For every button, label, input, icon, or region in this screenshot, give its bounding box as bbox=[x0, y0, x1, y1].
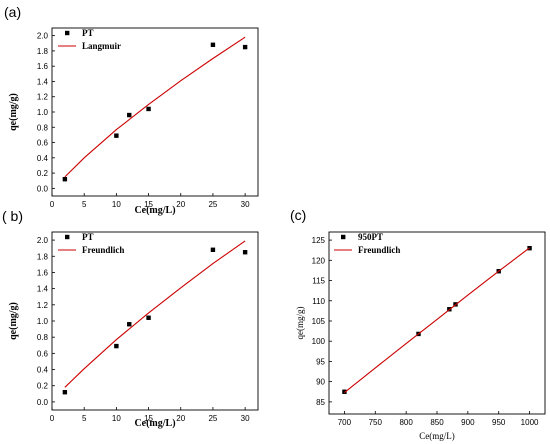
y-tick-label: 1.2 bbox=[37, 301, 49, 310]
x-tick-label: 950 bbox=[492, 418, 506, 427]
x-axis-title: Ce(mg/L) bbox=[134, 205, 175, 216]
x-tick-label: 700 bbox=[338, 418, 352, 427]
data-point bbox=[127, 322, 132, 327]
chart-2: 700 750 800 850 900 950 1000 85 90 95 100 105 110 115… bbox=[295, 231, 546, 441]
y-tick-label: 95 bbox=[316, 357, 325, 366]
y-tick-label: 1.8 bbox=[37, 252, 49, 261]
y-tick-label: 115 bbox=[312, 277, 325, 286]
y-tick-label: 85 bbox=[316, 398, 325, 407]
y-tick-label: 1.6 bbox=[37, 62, 49, 71]
x-tick-label: 5 bbox=[82, 414, 87, 423]
data-point bbox=[127, 112, 132, 118]
y-tick-label: 0.8 bbox=[37, 123, 49, 132]
x-tick-label: 15 bbox=[144, 414, 153, 423]
fit-line-freundlich bbox=[64, 240, 246, 388]
x-tick-label: 0 bbox=[50, 200, 55, 209]
x-tick-label: 20 bbox=[176, 200, 185, 209]
y-tick-label: 105 bbox=[312, 317, 326, 326]
x-tick-label: 30 bbox=[241, 200, 250, 209]
legend-label: 950PT bbox=[358, 232, 383, 242]
data-point bbox=[62, 390, 68, 395]
legend-point-swatch bbox=[65, 30, 70, 36]
x-tick-label: 0 bbox=[50, 414, 55, 423]
data-point bbox=[114, 133, 119, 138]
legend-point-swatch bbox=[341, 234, 346, 240]
x-tick-label: 25 bbox=[208, 414, 217, 423]
chart-1: 0 5 10 15 20 25 30 0.0 0.2 0.4 0.6 0.8 1.0 1.2 1.4 1.6 1… bbox=[8, 231, 259, 429]
y-tick-label: 1.4 bbox=[37, 77, 49, 86]
x-tick-label: 900 bbox=[461, 418, 475, 427]
y-tick-label: 0.6 bbox=[37, 139, 49, 148]
legend-label: Freundlich bbox=[82, 245, 124, 255]
data-point bbox=[210, 42, 216, 47]
data-point bbox=[62, 177, 68, 182]
y-tick-label: 0.4 bbox=[37, 154, 49, 163]
y-axis-title: qe(mg/g) bbox=[8, 93, 19, 131]
y-tick-label: 100 bbox=[312, 337, 326, 346]
y-tick-label: 0.2 bbox=[37, 382, 49, 391]
x-tick-label: 750 bbox=[369, 418, 383, 427]
y-tick-label: 110 bbox=[312, 297, 325, 306]
y-tick-label: 1.8 bbox=[37, 47, 49, 56]
y-tick-label: 1.0 bbox=[37, 108, 49, 117]
y-axis-title: qe(mg/g) bbox=[295, 307, 305, 340]
fit-line-freundlich bbox=[344, 247, 530, 394]
y-tick-label: 125 bbox=[312, 236, 326, 245]
y-tick-label: 90 bbox=[316, 378, 325, 387]
fit-line-langmuir bbox=[64, 36, 246, 178]
x-axis-title: Ce(mg/L) bbox=[134, 418, 175, 429]
x-tick-label: 10 bbox=[112, 414, 121, 423]
y-tick-label: 1.6 bbox=[37, 268, 49, 277]
data-point bbox=[146, 315, 151, 320]
x-tick-label: 1000 bbox=[521, 418, 539, 427]
y-axis-title: qe(mg/g) bbox=[8, 302, 19, 340]
data-point bbox=[146, 106, 151, 112]
y-tick-label: 1.0 bbox=[37, 317, 49, 326]
panel-label-a: (a) bbox=[4, 4, 22, 20]
data-point bbox=[210, 247, 216, 252]
x-tick-label: 800 bbox=[399, 418, 413, 427]
legend-label: Freundlich bbox=[358, 245, 400, 255]
data-point bbox=[242, 44, 248, 50]
y-tick-label: 0.2 bbox=[37, 169, 49, 178]
legend-point-swatch bbox=[65, 234, 70, 240]
legend-label: Langmuir bbox=[82, 41, 121, 51]
y-tick-label: 1.4 bbox=[37, 285, 49, 294]
data-point bbox=[342, 389, 347, 394]
y-tick-label: 1.2 bbox=[37, 93, 49, 102]
x-tick-label: 20 bbox=[176, 414, 185, 423]
x-axis-title: Ce(mg/L) bbox=[419, 431, 455, 441]
panel-label-c: (c) bbox=[290, 207, 307, 223]
y-tick-label: 0.6 bbox=[37, 349, 49, 358]
y-tick-label: 0.4 bbox=[37, 366, 49, 375]
x-tick-label: 25 bbox=[208, 200, 217, 209]
data-point bbox=[114, 343, 119, 349]
x-tick-label: 5 bbox=[82, 200, 87, 209]
y-tick-label: 120 bbox=[312, 256, 326, 265]
x-tick-label: 30 bbox=[241, 414, 250, 423]
x-tick-label: 10 bbox=[112, 200, 121, 209]
data-point bbox=[242, 250, 248, 255]
y-tick-label: 0.0 bbox=[37, 398, 49, 407]
x-tick-label: 850 bbox=[430, 418, 444, 427]
y-tick-label: 0.8 bbox=[37, 333, 49, 342]
plot-frame bbox=[51, 231, 259, 411]
legend-label: PT bbox=[82, 28, 94, 38]
y-tick-label: 2.0 bbox=[37, 32, 49, 41]
x-tick-label: 15 bbox=[144, 200, 153, 209]
plot-frame bbox=[51, 27, 259, 197]
panel-label-b: ( b) bbox=[2, 208, 23, 224]
y-tick-label: 2.0 bbox=[37, 236, 49, 245]
plot-frame bbox=[328, 231, 546, 415]
y-tick-label: 0.0 bbox=[37, 184, 49, 193]
legend-label: PT bbox=[82, 232, 94, 242]
chart-0: 0 5 10 15 20 25 30 0.0 0.2 0.4 0.6 0.8 1.0 1.2 1.4 1.6 1… bbox=[8, 27, 259, 216]
